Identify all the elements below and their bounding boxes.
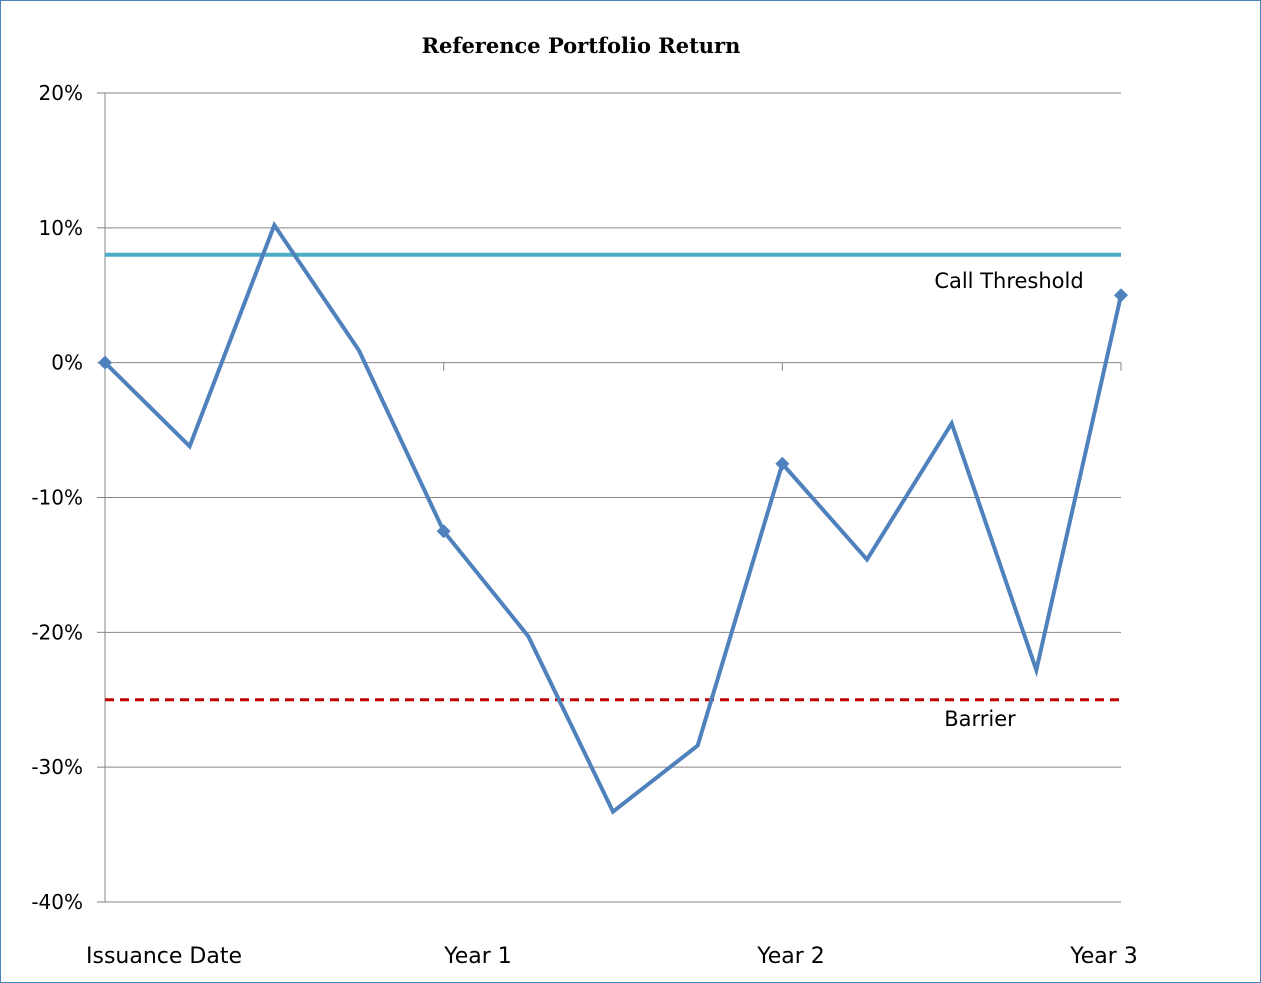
x-category-label: Issuance Date bbox=[86, 944, 242, 969]
reference-lines: Call Threshold Barrier bbox=[105, 252, 1121, 731]
data-point bbox=[612, 811, 614, 813]
x-category-label: Year 3 bbox=[1069, 944, 1138, 969]
y-tick-label: -20% bbox=[31, 620, 83, 644]
series-layer bbox=[98, 220, 1128, 815]
data-point bbox=[189, 445, 191, 447]
axis-labels: 20% 10% 0% -10% -20% -30% -40% Issuance Date Yea… bbox=[31, 81, 1137, 969]
data-point bbox=[697, 745, 699, 747]
data-point bbox=[951, 422, 953, 424]
axes bbox=[97, 92, 1122, 903]
data-point bbox=[1035, 669, 1037, 671]
y-tick-label: 0% bbox=[51, 351, 83, 375]
data-point-marker bbox=[436, 524, 451, 539]
y-tick-label: -40% bbox=[31, 890, 83, 914]
y-tick-label: -10% bbox=[31, 486, 83, 510]
data-point-marker bbox=[98, 355, 112, 370]
data-point-marker bbox=[775, 456, 790, 471]
y-tick-label: 10% bbox=[39, 216, 83, 240]
gridlines bbox=[105, 92, 1121, 903]
data-point bbox=[527, 635, 529, 637]
chart-title: Reference Portfolio Return bbox=[422, 33, 741, 58]
data-point-marker bbox=[1114, 288, 1128, 303]
data-point bbox=[866, 559, 868, 561]
data-point bbox=[273, 224, 275, 226]
y-tick-label: 20% bbox=[39, 81, 83, 105]
y-tick-label: -30% bbox=[31, 755, 83, 779]
call-threshold-label: Call Threshold bbox=[934, 269, 1083, 293]
data-point bbox=[358, 350, 360, 352]
x-category-label: Year 2 bbox=[756, 944, 825, 969]
x-category-label: Year 1 bbox=[443, 944, 512, 969]
barrier-label: Barrier bbox=[944, 707, 1016, 731]
